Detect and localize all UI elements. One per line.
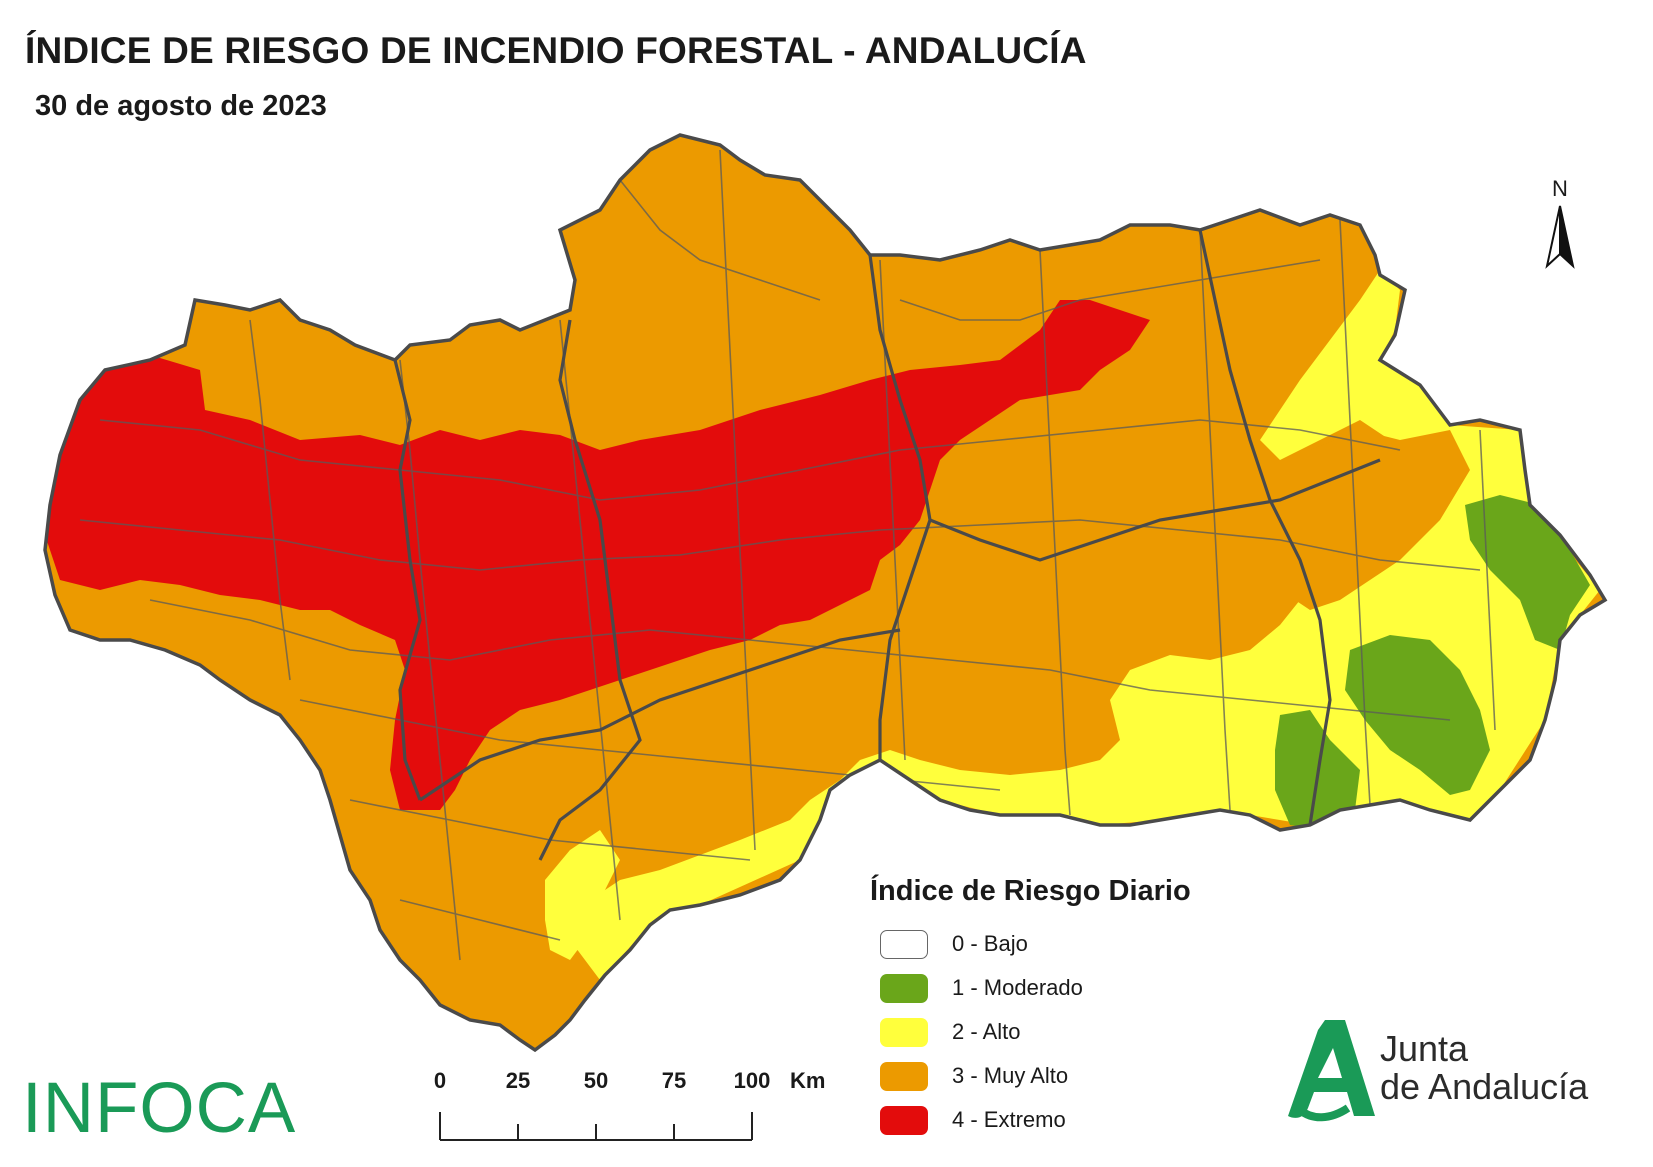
legend-swatch-alto [880,1017,928,1047]
legend-swatch-bajo [880,929,928,959]
scale-tick-0: 0 [433,1068,447,1093]
legend-label-moderado: 1 - Moderado [952,975,1083,1000]
scale-unit: Km [790,1068,826,1093]
junta-line1: Junta [1380,1028,1469,1069]
junta-emblem-icon [1288,1020,1375,1122]
zone-moderado-2 [1345,635,1490,795]
map-title: ÍNDICE DE RIESGO DE INCENDIO FORESTAL - … [25,30,1087,71]
legend-item-bajo: 0 - Bajo [870,922,1290,966]
legend-label-extremo: 4 - Extremo [952,1107,1066,1132]
legend-label-alto: 2 - Alto [952,1019,1021,1044]
legend: Índice de Riesgo Diario 0 - Bajo 1 - Mod… [870,875,1290,1142]
scale-line [439,1112,753,1141]
junta-andalucia-logo: Junta de Andalucía [1270,1008,1640,1128]
scale-tick-100: 100 [733,1068,771,1093]
infoca-logo: INFOCA [22,1069,297,1148]
legend-swatch-muy-alto [880,1061,928,1091]
risk-zones [45,135,1605,1050]
junta-line2: de Andalucía [1380,1066,1589,1107]
legend-item-alto: 2 - Alto [870,1010,1290,1054]
scale-bar: 0 25 50 75 100 Km [410,1068,850,1148]
legend-item-moderado: 1 - Moderado [870,966,1290,1010]
legend-label-muy-alto: 3 - Muy Alto [952,1063,1069,1088]
legend-item-extremo: 4 - Extremo [870,1098,1290,1142]
map-date: 30 de agosto de 2023 [35,90,327,122]
legend-swatch-moderado [880,973,928,1003]
legend-label-bajo: 0 - Bajo [952,931,1028,956]
zone-alto-south [545,830,620,960]
scale-tick-25: 25 [505,1068,531,1093]
scale-tick-75: 75 [661,1068,687,1093]
legend-swatch-extremo [880,1105,928,1135]
province-boundaries [393,229,1381,861]
zone-extremo [45,300,1150,810]
municipal-boundaries [79,149,1496,961]
scale-tick-50: 50 [583,1068,609,1093]
north-arrow-icon [1545,205,1575,269]
andalucia-outline [43,133,1608,1053]
zone-muy-alto-east [1280,430,1470,610]
north-label: N [1552,176,1568,201]
legend-title: Índice de Riesgo Diario [870,875,1191,907]
legend-item-muy-alto: 3 - Muy Alto [870,1054,1290,1098]
